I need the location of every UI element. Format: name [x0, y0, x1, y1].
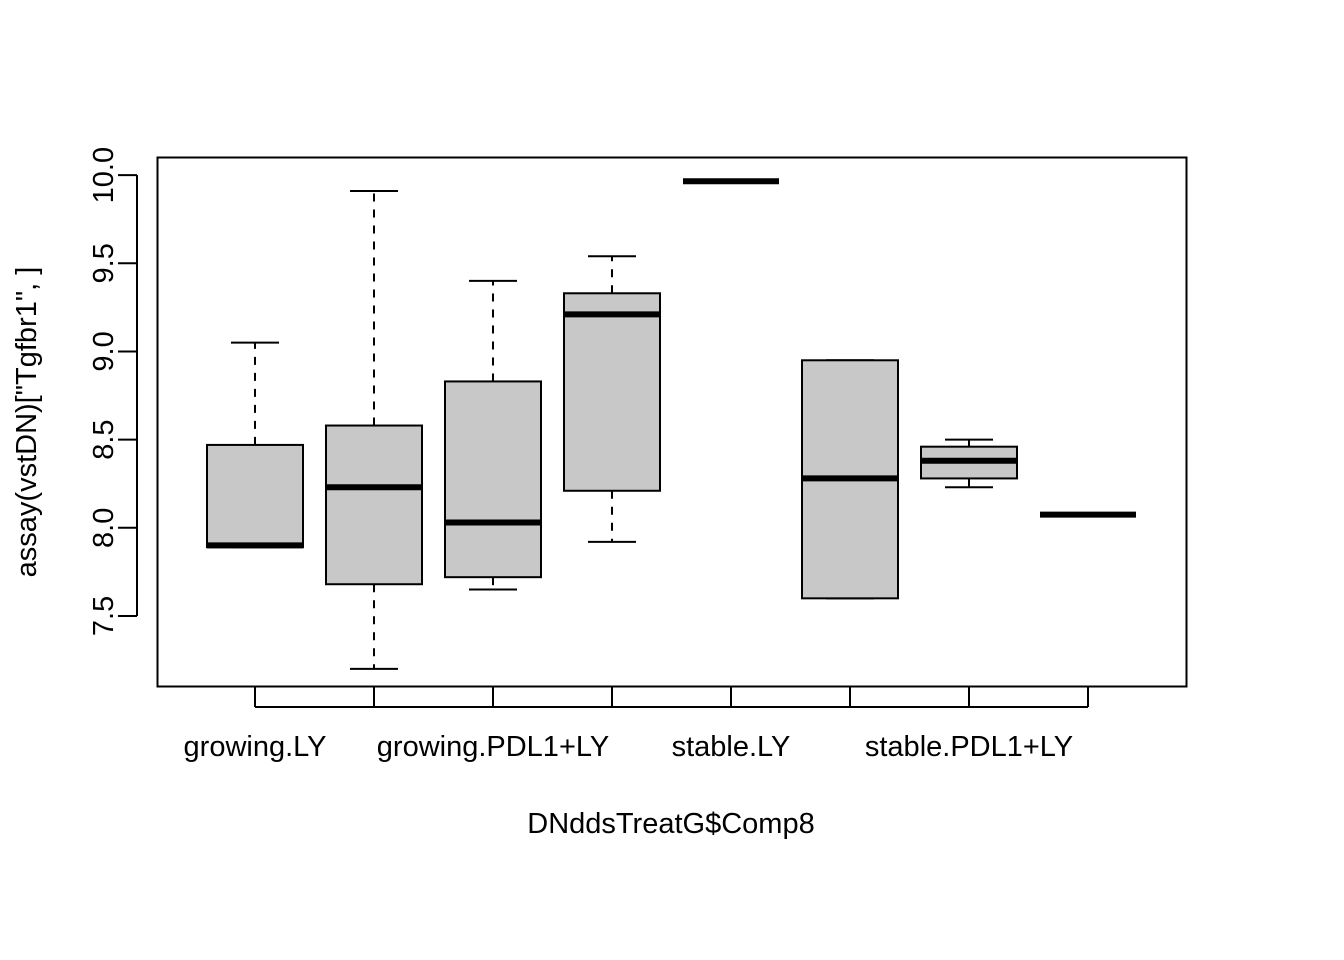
box-group — [563, 255, 661, 543]
y-axis-title: assay(vstDN)["Tgfbr1", ] — [11, 267, 43, 578]
box-iqr — [325, 424, 423, 586]
box-iqr — [563, 292, 661, 492]
y-axis: 7.5 8.0 8.5 9.0 9.5 10.0 — [88, 147, 138, 636]
y-tick-label: 8.0 — [88, 508, 120, 548]
box-group — [801, 359, 899, 600]
box-iqr — [444, 380, 542, 579]
x-tick-label: stable.PDL1+LY — [865, 731, 1073, 763]
x-tick-label: growing.PDL1+LY — [377, 731, 609, 763]
y-tick-label: 9.0 — [88, 331, 120, 371]
boxes-layer — [206, 178, 1136, 670]
y-tick-label: 9.5 — [88, 243, 120, 283]
x-tick-label: stable.LY — [672, 731, 791, 763]
x-axis: growing.LY growing.PDL1+LY stable.LY stable… — [184, 687, 1089, 763]
box-group — [444, 279, 542, 591]
plot-frame — [156, 156, 1188, 688]
box-iqr — [206, 443, 304, 549]
box-group — [206, 341, 304, 549]
y-tick-label: 10.0 — [88, 147, 120, 203]
x-axis-title: DNddsTreatG$Comp8 — [527, 808, 814, 840]
x-tick-label: growing.LY — [184, 731, 327, 763]
box-group — [920, 438, 1018, 489]
y-tick-label: 7.5 — [88, 596, 120, 636]
y-tick-label: 8.5 — [88, 419, 120, 459]
box-group — [325, 190, 423, 670]
